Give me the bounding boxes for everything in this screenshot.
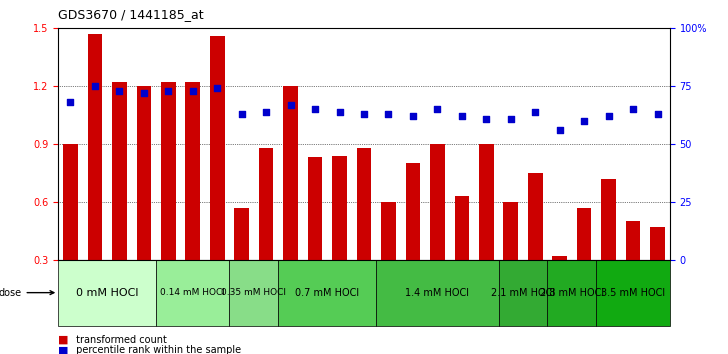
Point: [285, 102, 296, 108]
Text: 2.1 mM HOCl: 2.1 mM HOCl: [491, 288, 555, 298]
Point: [603, 113, 614, 119]
FancyBboxPatch shape: [547, 259, 596, 326]
FancyBboxPatch shape: [278, 259, 376, 326]
Bar: [601, 179, 616, 259]
FancyBboxPatch shape: [376, 259, 499, 326]
FancyBboxPatch shape: [58, 259, 156, 326]
Text: ■: ■: [58, 346, 68, 354]
Point: [236, 111, 248, 117]
Point: [480, 116, 492, 121]
Bar: [528, 173, 542, 259]
Bar: [553, 256, 567, 259]
Text: 0.35 mM HOCl: 0.35 mM HOCl: [221, 288, 286, 297]
Text: 3.5 mM HOCl: 3.5 mM HOCl: [601, 288, 665, 298]
Bar: [577, 207, 591, 259]
Text: dose: dose: [0, 288, 54, 298]
Bar: [626, 221, 641, 259]
Point: [456, 113, 467, 119]
Point: [652, 111, 663, 117]
Bar: [381, 202, 396, 259]
Bar: [210, 36, 224, 259]
FancyBboxPatch shape: [229, 259, 278, 326]
Point: [309, 107, 321, 112]
Point: [138, 90, 150, 96]
FancyBboxPatch shape: [156, 259, 229, 326]
Bar: [161, 82, 175, 259]
Bar: [332, 155, 347, 259]
Bar: [650, 227, 665, 259]
Bar: [357, 148, 371, 259]
Bar: [504, 202, 518, 259]
Bar: [283, 86, 298, 259]
Point: [383, 111, 395, 117]
Text: 2.8 mM HOCl: 2.8 mM HOCl: [540, 288, 604, 298]
Bar: [454, 196, 469, 259]
Text: 0.7 mM HOCl: 0.7 mM HOCl: [296, 288, 360, 298]
Point: [162, 88, 174, 93]
Bar: [63, 144, 78, 259]
Bar: [137, 86, 151, 259]
Text: 0 mM HOCl: 0 mM HOCl: [76, 288, 138, 298]
Text: GDS3670 / 1441185_at: GDS3670 / 1441185_at: [58, 8, 204, 21]
Text: 0.14 mM HOCl: 0.14 mM HOCl: [160, 288, 225, 297]
Text: ■: ■: [58, 335, 68, 345]
Point: [628, 107, 639, 112]
Bar: [259, 148, 274, 259]
Point: [114, 88, 125, 93]
Bar: [308, 158, 323, 259]
Point: [187, 88, 199, 93]
Point: [333, 109, 345, 114]
Point: [407, 113, 419, 119]
Point: [554, 127, 566, 133]
Point: [505, 116, 517, 121]
Point: [529, 109, 541, 114]
Point: [65, 99, 76, 105]
Text: transformed count: transformed count: [73, 335, 167, 345]
Point: [358, 111, 370, 117]
Bar: [87, 34, 102, 259]
Point: [211, 86, 223, 91]
Bar: [405, 163, 420, 259]
Text: 1.4 mM HOCl: 1.4 mM HOCl: [405, 288, 470, 298]
Bar: [186, 82, 200, 259]
FancyBboxPatch shape: [499, 259, 547, 326]
Bar: [234, 207, 249, 259]
Bar: [479, 144, 494, 259]
FancyBboxPatch shape: [596, 259, 670, 326]
Point: [261, 109, 272, 114]
Point: [432, 107, 443, 112]
Point: [89, 83, 100, 89]
Point: [578, 118, 590, 124]
Bar: [112, 82, 127, 259]
Text: percentile rank within the sample: percentile rank within the sample: [73, 346, 241, 354]
Bar: [430, 144, 445, 259]
